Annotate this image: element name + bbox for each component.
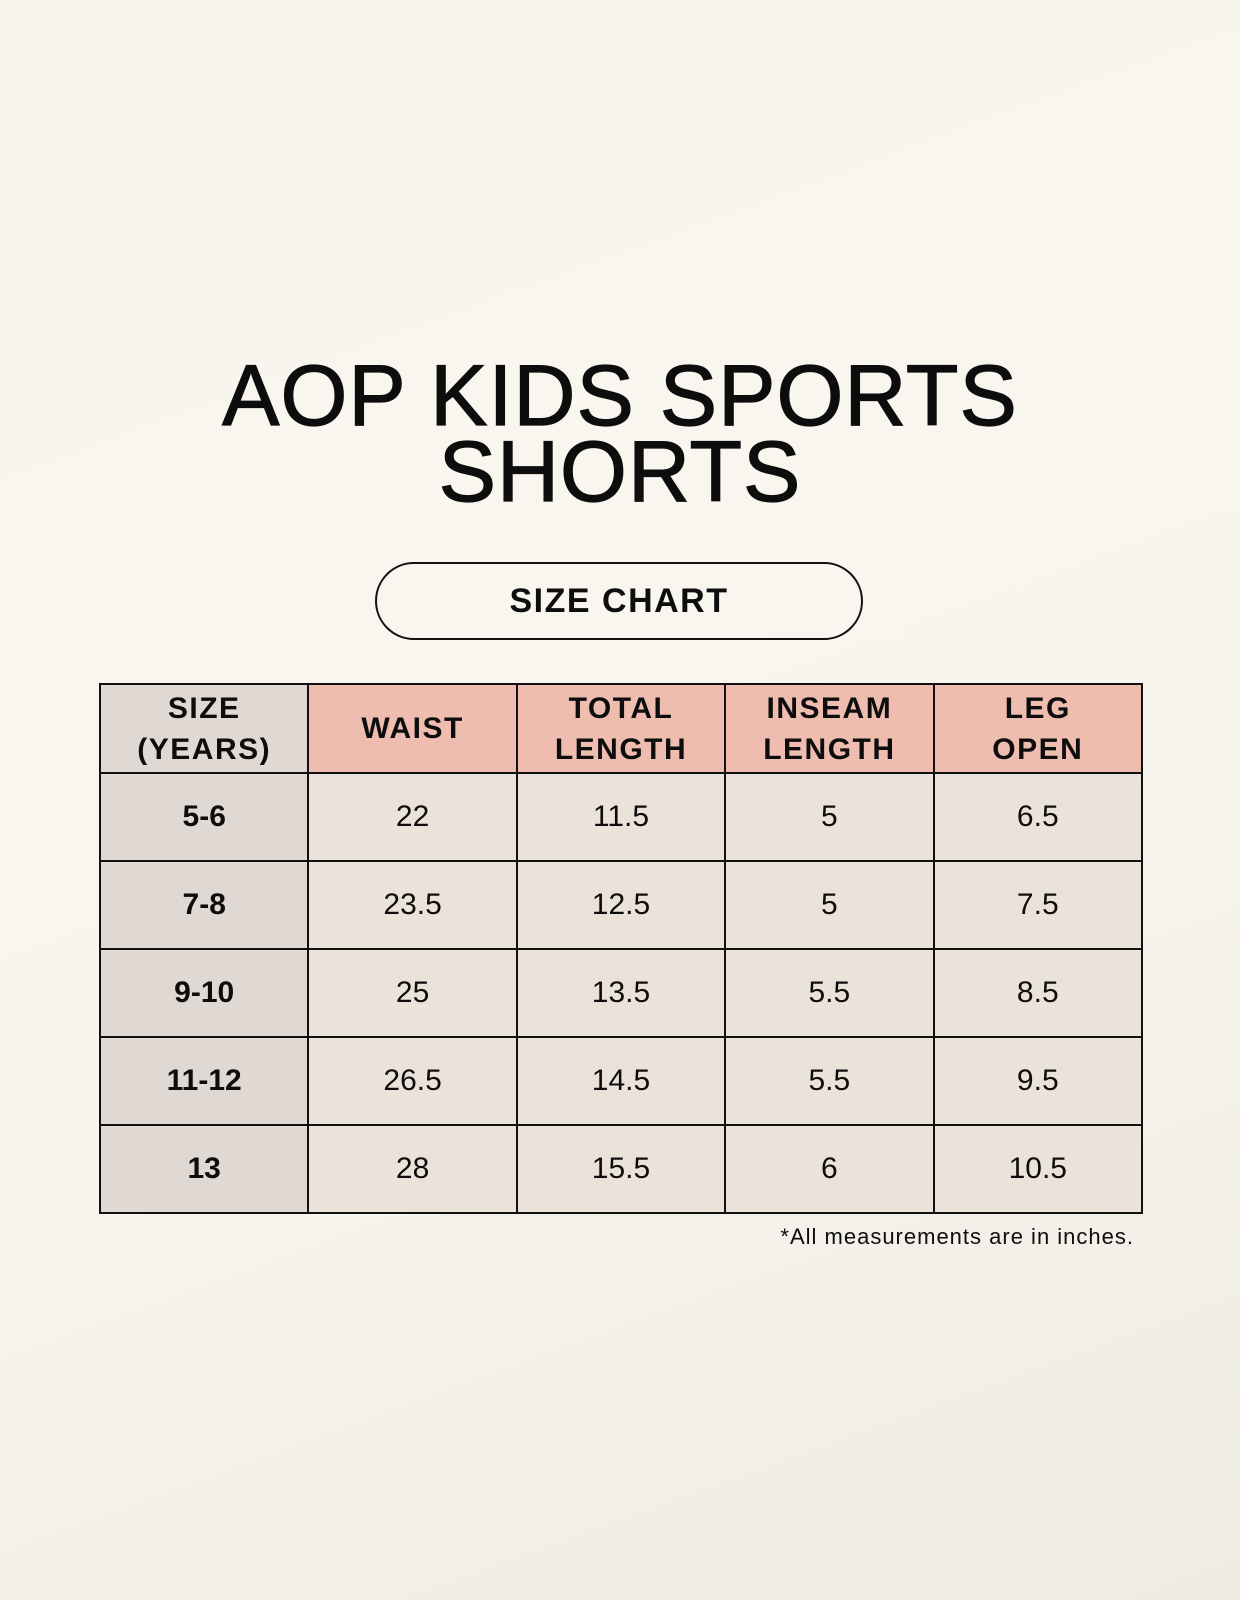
measurement-cell: 6 (724, 1124, 935, 1214)
title-line-1: AOP KIDS SPORTS (222, 348, 1018, 444)
title-line-2: SHORTS (438, 424, 802, 520)
measurement-cell: 12.5 (515, 860, 727, 950)
size-cell: 5-6 (98, 772, 310, 862)
column-header: LEG OPEN (932, 683, 1144, 774)
measurement-cell: 15.5 (515, 1124, 727, 1214)
column-header: SIZE (YEARS) (98, 683, 310, 774)
table-row: 5-6 22 11.5 5 6.5 (98, 772, 1144, 862)
table-row: 13 28 15.5 6 10.5 (98, 1124, 1144, 1214)
measurement-cell: 5.5 (724, 948, 935, 1038)
measurement-cell: 22 (307, 772, 518, 862)
page-title: AOP KIDS SPORTS SHORTS (0, 348, 1240, 520)
measurement-cell: 5 (724, 860, 935, 950)
size-chart-badge: SIZE CHART (375, 562, 863, 640)
header-row: SIZE (YEARS) WAIST TOTAL LENGTH INSEAM LENG… (98, 683, 1144, 774)
column-header: INSEAM LENGTH (724, 683, 935, 774)
footnote: *All measurements are in inches. (780, 1224, 1134, 1249)
table-row: 9-10 25 13.5 5.5 8.5 (98, 948, 1144, 1038)
measurement-cell: 6.5 (932, 772, 1144, 862)
measurement-cell: 25 (307, 948, 518, 1038)
size-cell: 11-12 (98, 1036, 310, 1126)
measurement-cell: 9.5 (932, 1036, 1144, 1126)
measurement-cell: 8.5 (932, 948, 1144, 1038)
measurement-cell: 10.5 (932, 1124, 1144, 1214)
table-row: 11-12 26.5 14.5 5.5 9.5 (98, 1036, 1144, 1126)
measurement-cell: 7.5 (932, 860, 1144, 950)
measurement-cell: 26.5 (307, 1036, 518, 1126)
size-cell: 9-10 (98, 948, 310, 1038)
measurement-cell: 5 (724, 772, 935, 862)
measurement-cell: 11.5 (515, 772, 727, 862)
measurement-cell: 13.5 (515, 948, 727, 1038)
column-header: WAIST (307, 683, 518, 774)
size-cell: 7-8 (98, 860, 310, 950)
measurement-cell: 28 (307, 1124, 518, 1214)
measurement-cell: 23.5 (307, 860, 518, 950)
size-cell: 13 (98, 1124, 310, 1214)
size-chart-table: SIZE (YEARS) WAIST TOTAL LENGTH INSEAM LENG… (98, 683, 1144, 1214)
measurement-cell: 5.5 (724, 1036, 935, 1126)
table-row: 7-8 23.5 12.5 5 7.5 (98, 860, 1144, 950)
column-header: TOTAL LENGTH (515, 683, 727, 774)
measurement-cell: 14.5 (515, 1036, 727, 1126)
